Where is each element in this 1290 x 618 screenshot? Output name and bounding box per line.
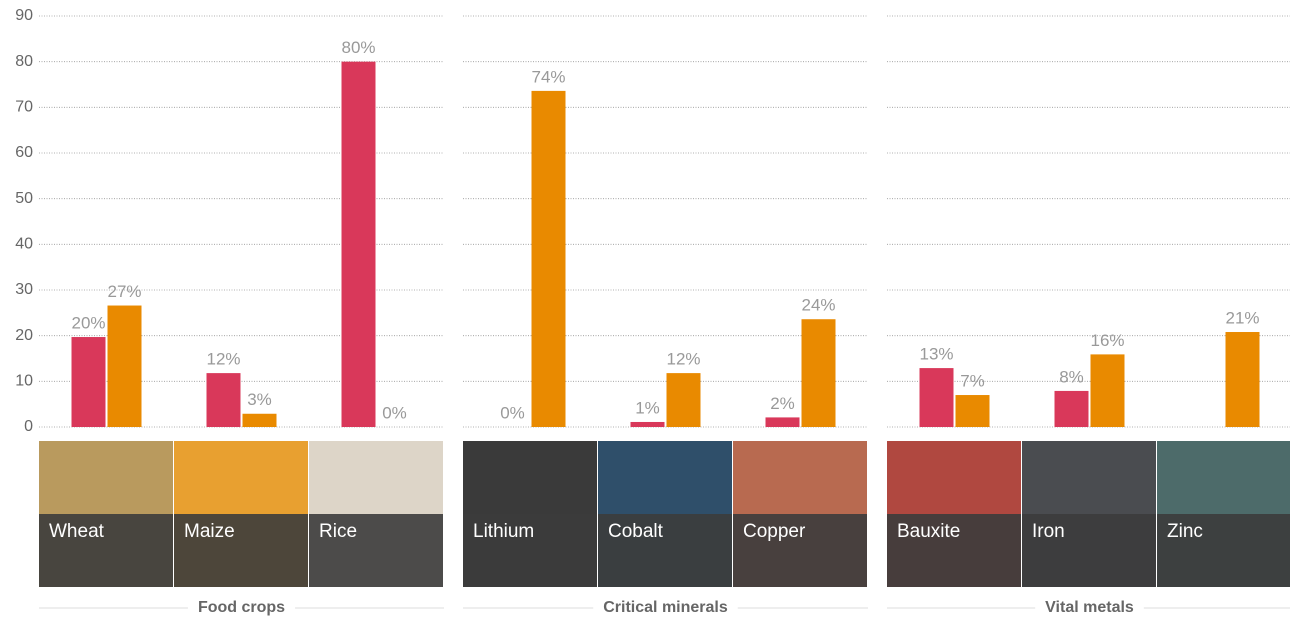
bar	[1225, 332, 1260, 427]
y-tick-label: 70	[15, 99, 33, 116]
category-label: Rice	[319, 521, 357, 542]
category-label-band	[39, 514, 173, 587]
y-tick-label: 30	[15, 281, 33, 298]
y-tick-label: 80	[15, 53, 33, 70]
value-label: 16%	[1090, 331, 1124, 350]
bar	[630, 421, 665, 427]
category-label-band	[1157, 514, 1290, 587]
bar	[1054, 390, 1089, 427]
value-label: 20%	[71, 314, 105, 333]
y-tick-label: 50	[15, 190, 33, 207]
category-label-band	[309, 514, 443, 587]
y-tick-label: 40	[15, 236, 33, 253]
value-label: 0%	[500, 403, 525, 422]
value-label: 3%	[247, 390, 272, 409]
y-tick-label: 0	[24, 418, 33, 435]
value-label: 12%	[206, 350, 240, 369]
bar	[206, 373, 241, 427]
category-label: Cobalt	[608, 521, 664, 542]
category-label-band	[1022, 514, 1156, 587]
bar	[107, 305, 142, 427]
bar	[531, 90, 566, 427]
category-label-band	[733, 514, 867, 587]
bar	[1090, 354, 1125, 427]
category-label-band	[174, 514, 308, 587]
value-label: 13%	[919, 345, 953, 364]
bar	[801, 319, 836, 427]
value-label: 0%	[382, 403, 407, 422]
value-label: 8%	[1059, 367, 1084, 386]
category-label-band	[463, 514, 597, 587]
value-label: 2%	[770, 394, 795, 413]
bar	[71, 337, 106, 427]
bar	[242, 413, 277, 427]
panel-title: Critical minerals	[603, 599, 728, 616]
bar	[765, 417, 800, 427]
category-label: Lithium	[473, 521, 534, 542]
y-tick-label: 60	[15, 144, 33, 161]
bar	[341, 61, 376, 428]
value-label: 27%	[107, 282, 141, 301]
y-tick-label: 90	[15, 7, 33, 24]
y-tick-label: 20	[15, 327, 33, 344]
value-label: 12%	[666, 350, 700, 369]
category-label: Wheat	[49, 521, 105, 542]
panel-title: Vital metals	[1045, 599, 1134, 616]
value-label: 80%	[341, 38, 375, 57]
value-label: 74%	[531, 67, 565, 86]
value-label: 21%	[1225, 308, 1259, 327]
category-label: Bauxite	[897, 521, 960, 542]
category-label: Copper	[743, 521, 806, 542]
category-label: Maize	[184, 521, 235, 542]
panel-title: Food crops	[198, 599, 285, 616]
bar	[666, 373, 701, 427]
bar	[955, 395, 990, 427]
category-label-band	[598, 514, 732, 587]
bar	[919, 368, 954, 427]
category-label-band	[887, 514, 1021, 587]
category-label: Zinc	[1167, 521, 1203, 542]
category-label: Iron	[1032, 521, 1065, 542]
y-tick-label: 10	[15, 373, 33, 390]
value-label: 1%	[635, 398, 660, 417]
value-label: 7%	[960, 372, 985, 391]
value-label: 24%	[801, 296, 835, 315]
